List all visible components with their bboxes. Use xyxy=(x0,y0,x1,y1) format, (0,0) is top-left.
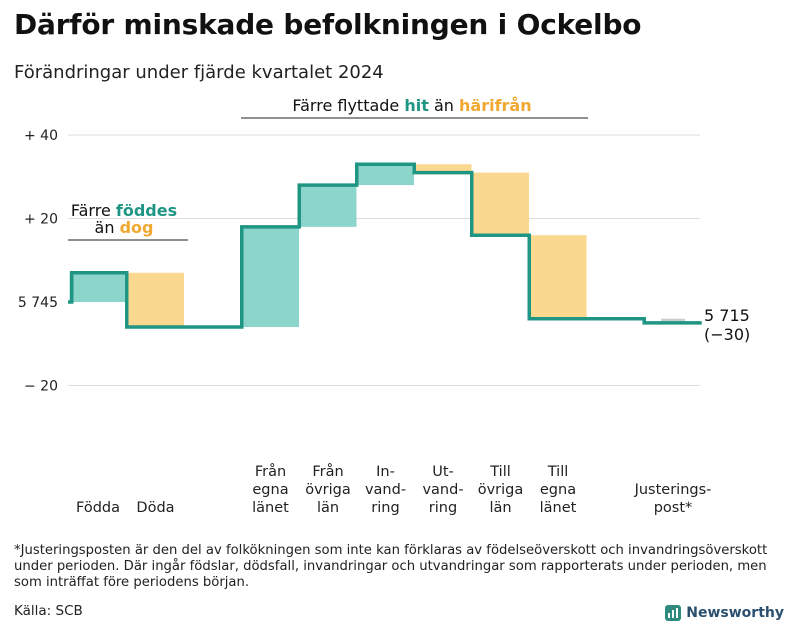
waterfall-bar xyxy=(127,272,184,328)
x-category-label: Från övriga län xyxy=(305,463,351,516)
bar-chart-icon xyxy=(665,605,682,621)
waterfall-bar xyxy=(357,164,414,186)
x-category-label: Till egna länet xyxy=(540,464,577,516)
end-value-label: 5 715 xyxy=(704,306,750,325)
x-category-label: Till övriga län xyxy=(478,464,524,516)
waterfall-bar xyxy=(529,235,587,319)
x-category-label: Från egna länet xyxy=(252,463,289,516)
brand-logo: Newsworthy xyxy=(665,603,784,623)
source-label: Källa: SCB xyxy=(14,603,83,619)
brand-name: Newsworthy xyxy=(686,605,784,621)
cumulative-line xyxy=(68,162,702,329)
annotation-births-deaths: Färre föddes xyxy=(71,201,177,220)
y-tick-label: + 20 xyxy=(24,212,58,228)
x-category-label: In-vand-ring xyxy=(365,464,406,516)
y-tick-label: + 40 xyxy=(24,128,58,144)
waterfall-bar xyxy=(472,172,529,236)
y-tick-label: 5 745 xyxy=(18,295,58,311)
footnote: *Justeringsposten är den del av folkökni… xyxy=(14,543,768,590)
waterfall-bar xyxy=(661,318,685,323)
chart-subtitle: Förändringar under fjärde kvartalet 2024 xyxy=(14,62,384,83)
waterfall-bar xyxy=(299,185,357,227)
x-category-label: Justerings-post* xyxy=(634,482,712,516)
chart-title: Därför minskade befolkningen i Ockelbo xyxy=(14,8,642,41)
waterfall-bar xyxy=(69,272,127,302)
x-category-label: Ut-vand-ring xyxy=(422,464,463,516)
waterfall-bar xyxy=(242,226,299,328)
y-tick-label: − 20 xyxy=(24,379,58,395)
annotation-migration: Färre flyttade hit än härifrån xyxy=(292,96,531,115)
end-change-label: (−30) xyxy=(704,325,750,344)
x-category-label: Döda xyxy=(136,500,174,516)
annotation-births-deaths-line2: än dog xyxy=(95,218,154,237)
x-category-label: Födda xyxy=(76,500,120,516)
waterfall-bar xyxy=(414,164,472,173)
